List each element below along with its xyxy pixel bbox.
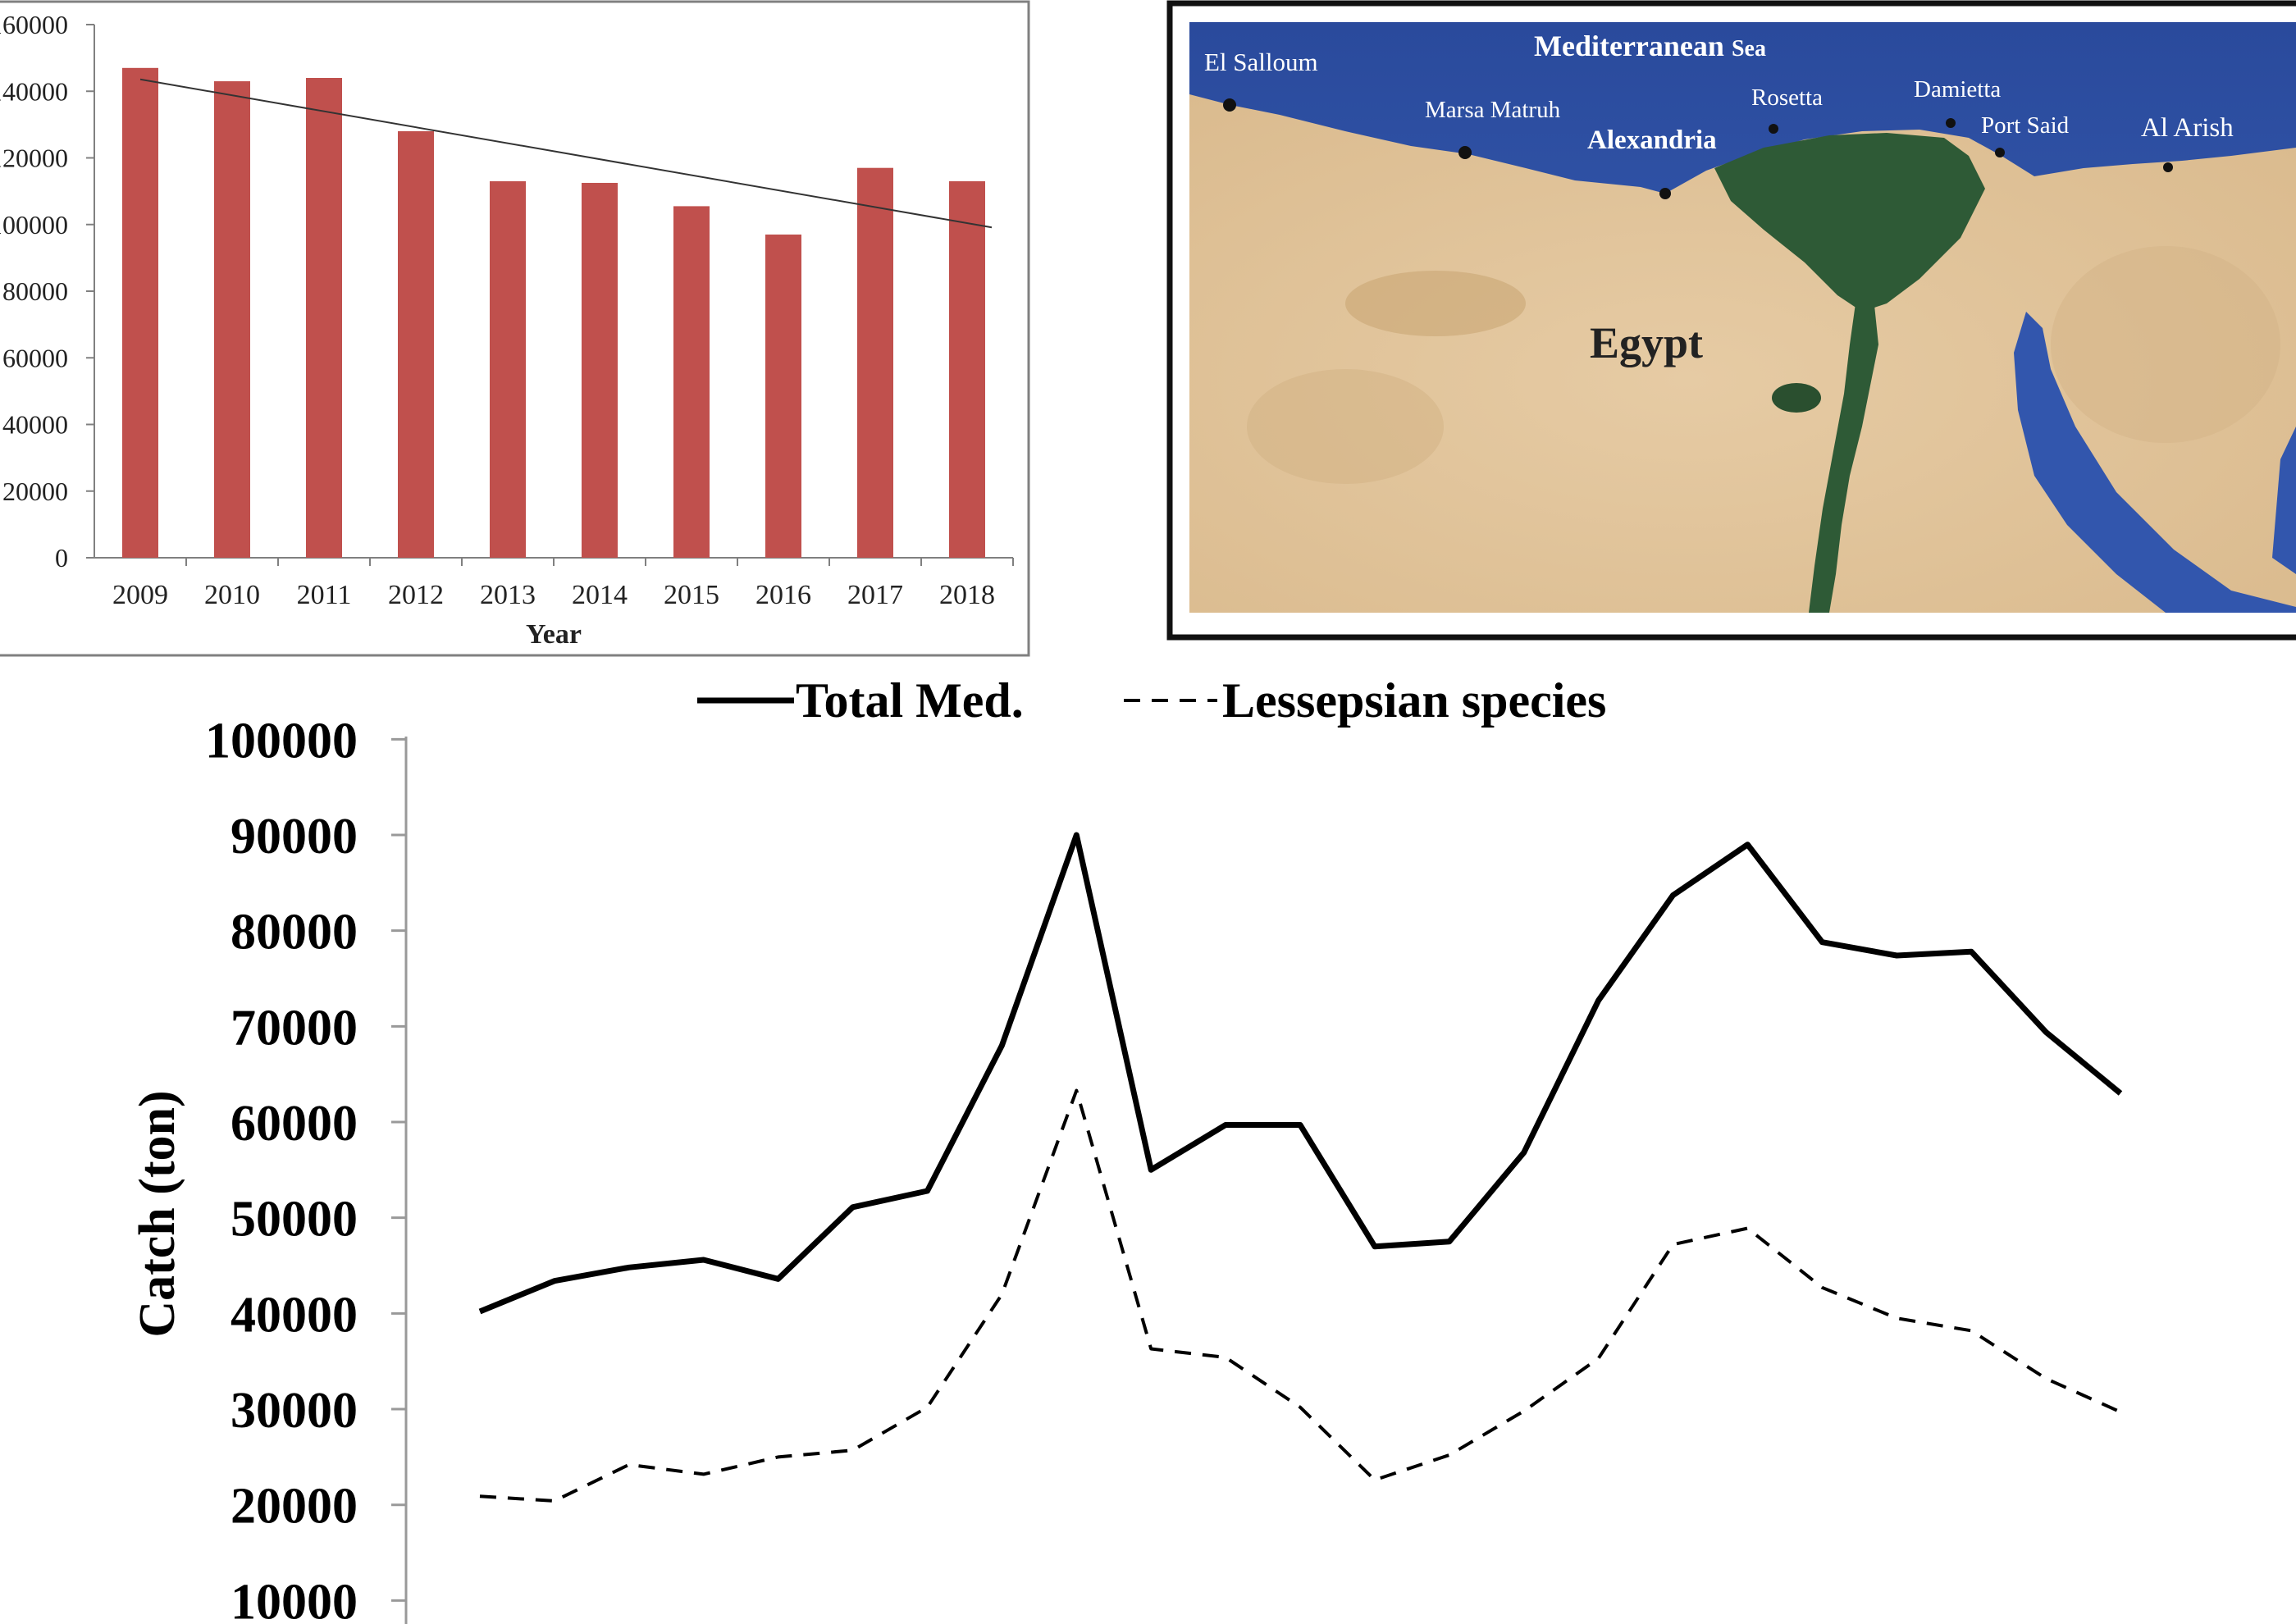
map-gulf-aqaba (2272, 427, 2296, 574)
line-ytick-label: 40000 (231, 1287, 358, 1343)
map-desert-texture (1247, 369, 1444, 484)
bar-ytick-label: 160000 (0, 10, 68, 39)
bar-ytick-label: 100000 (0, 210, 68, 239)
bar-2015 (673, 206, 710, 558)
map-dot-al-arish (2163, 162, 2173, 172)
bar-xtick-label: 2012 (388, 580, 444, 610)
line-ytick-label: 50000 (231, 1192, 358, 1248)
map-nile-valley (1809, 303, 1878, 613)
line-chart-legend: Total Med. Lessepsian species (697, 673, 1606, 728)
bar-2018 (949, 180, 985, 558)
series-total-med (478, 832, 2123, 1315)
map-label-alexandria: Alexandria (1587, 125, 1717, 155)
egypt-map: Mediterranean Sea Egypt El Salloum Marsa… (1166, 0, 2296, 641)
line-ytick-label: 70000 (231, 1000, 358, 1056)
map-dot-alexandria (1659, 188, 1671, 199)
legend-label-total-med: Total Med. (796, 673, 1024, 728)
map-sinai-texture (2051, 246, 2280, 443)
line-ytick-label: 60000 (231, 1096, 358, 1152)
bar-chart-xlabel: Year (526, 619, 582, 650)
map-land (1189, 94, 2296, 613)
line-ytick-label: 90000 (231, 809, 358, 864)
bar-xtick-label: 2018 (939, 580, 995, 610)
map-label-al-arish: Al Arish (2141, 113, 2234, 143)
bar-2014 (582, 182, 618, 558)
bar-xtick-label: 2015 (664, 580, 719, 610)
map-label-rosetta: Rosetta (1751, 84, 1823, 111)
map-sea-label: Mediterranean Sea (1534, 30, 1766, 62)
bar-2013 (490, 180, 526, 558)
map-label-port-said: Port Said (1981, 112, 2070, 139)
bar-xtick-label: 2017 (847, 580, 903, 610)
map-red-sea (2014, 312, 2296, 613)
bar-xtick-label: 2009 (112, 580, 168, 610)
line-ytick-label: 20000 (231, 1479, 358, 1535)
bar-ytick-label: 0 (55, 543, 68, 573)
map-label-damietta: Damietta (1914, 76, 2001, 103)
map-label-el-salloum: El Salloum (1204, 48, 1318, 76)
line-ytick-label: 100000 (205, 713, 358, 769)
map-faiyum (1772, 383, 1821, 413)
bar-ytick-label: 40000 (2, 410, 68, 440)
bar-2011 (306, 78, 342, 558)
bar-xtick-label: 2014 (572, 580, 628, 610)
bar-chart: 0 20000 40000 60000 80000 100000 120000 140000 1… (0, 0, 1030, 657)
bar-ytick-label: 20000 (2, 477, 68, 506)
map-dot-el-salloum (1223, 98, 1236, 112)
bar-2009 (122, 67, 158, 558)
bar-2012 (398, 131, 434, 558)
map-nile-delta (1714, 133, 1985, 312)
line-ytick-label: 10000 (231, 1574, 358, 1624)
map-label-marsa-matruh: Marsa Matruh (1425, 97, 1561, 123)
bar-ytick-label: 80000 (2, 276, 68, 306)
bar-ytick-label: 60000 (2, 343, 68, 372)
bar-xtick-label: 2013 (480, 580, 536, 610)
bar-ytick-label: 120000 (0, 144, 68, 173)
map-qattara-texture (1345, 271, 1526, 336)
line-chart: Total Med. Lessepsian species 10000 20000… (130, 673, 2123, 1624)
series-lessepsian-species (479, 1088, 2121, 1503)
bar-xtick-label: 2011 (297, 580, 352, 610)
bar-2017 (857, 167, 893, 558)
line-chart-ylabel: Catch (ton) (130, 1090, 185, 1337)
map-dot-damietta (1946, 118, 1956, 128)
bar-ytick-label: 140000 (0, 76, 68, 106)
line-ytick-label: 80000 (231, 905, 358, 960)
legend-label-lessepsian: Lessepsian species (1222, 673, 1606, 728)
map-dot-marsa-matruh (1458, 146, 1472, 159)
bar-2016 (765, 234, 801, 558)
bar-xtick-label: 2016 (755, 580, 811, 610)
line-ytick-label: 30000 (231, 1383, 358, 1439)
bar-xtick-label: 2010 (204, 580, 260, 610)
map-country-label: Egypt (1590, 318, 1703, 367)
map-dot-port-said (1995, 148, 2005, 157)
map-dot-rosetta (1769, 124, 1778, 134)
bar-trendline (139, 78, 993, 229)
bar-2010 (214, 81, 250, 558)
